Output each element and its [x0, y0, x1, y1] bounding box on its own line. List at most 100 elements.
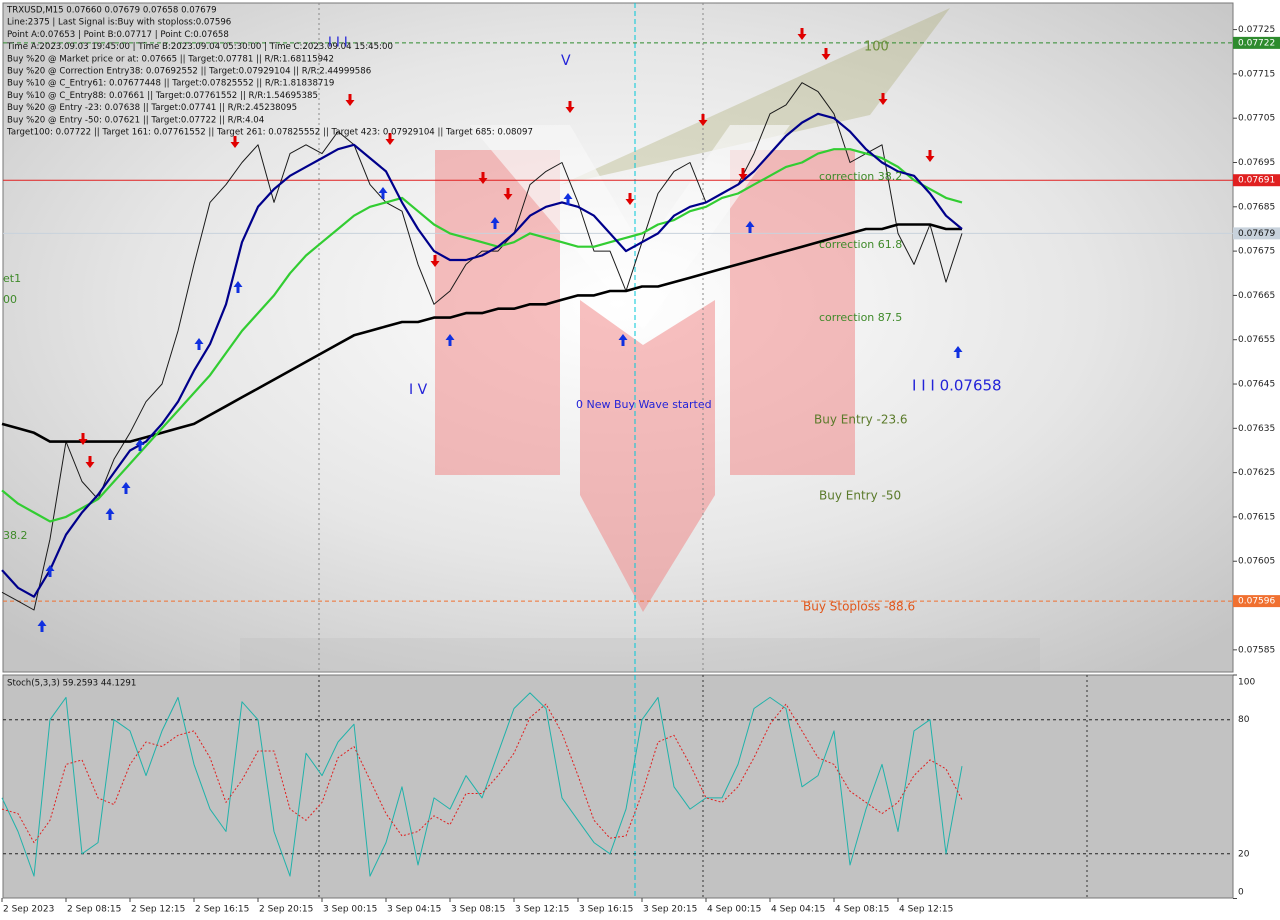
sell-arrow	[478, 172, 488, 184]
logo	[240, 8, 1040, 672]
annotation: Buy Entry -50	[819, 489, 901, 503]
info-line: Buy %20 @ Entry -50: 0.07621 || Target:0…	[7, 115, 264, 125]
info-line: Time A:2023.09.03 19:45:00 | Time B:2023…	[6, 42, 393, 52]
x-tick-label: 2 Sep 20:15	[259, 905, 313, 915]
moving-average	[1, 223, 962, 443]
y-tick-label: 0.07645	[1238, 380, 1275, 390]
y-tick-label: 0.07715	[1238, 69, 1275, 79]
y-tick-label: 0.07655	[1238, 335, 1275, 345]
buy-arrow	[378, 187, 388, 199]
sell-arrow	[797, 28, 807, 40]
y-tick-label: 0.07585	[1238, 645, 1275, 655]
buy-arrow	[490, 217, 500, 229]
info-line: Buy %20 @ Entry -23: 0.07638 || Target:0…	[7, 103, 297, 113]
annotation: correction 38.2	[819, 170, 902, 183]
buy-arrow	[45, 565, 55, 577]
level-label: 0.07722	[1238, 38, 1275, 48]
y-tick-label: 0	[1238, 888, 1244, 898]
sell-arrow	[565, 101, 575, 113]
logo-triangle	[560, 8, 950, 185]
sell-arrow	[878, 93, 888, 105]
info-line: Target100: 0.07722 || Target 161: 0.0776…	[6, 128, 533, 138]
sell-arrow	[925, 150, 935, 162]
y-tick-label: 0.07665	[1238, 291, 1275, 301]
y-tick-label: 0.07635	[1238, 424, 1275, 434]
info-line: Point A:0.07653 | Point B:0.07717 | Poin…	[7, 30, 229, 40]
buy-arrow	[445, 334, 455, 346]
y-tick-label: 0.07705	[1238, 114, 1275, 124]
y-tick-label: 0.07675	[1238, 247, 1275, 257]
y-tick-label: 20	[1238, 849, 1250, 859]
sell-arrow	[430, 255, 440, 267]
price-line	[1, 82, 963, 611]
level-box	[1233, 36, 1280, 49]
info-line: TRXUSD,M15 0.07660 0.07679 0.07658 0.076…	[6, 6, 217, 16]
sell-arrow	[385, 133, 395, 145]
buy-arrow	[105, 508, 115, 520]
annotation: 00	[3, 293, 17, 306]
sell-arrow	[85, 456, 95, 468]
x-tick-label: 4 Sep 00:15	[707, 905, 761, 915]
logo-chevron	[580, 300, 715, 612]
y-tick-label: 0.07605	[1238, 557, 1275, 567]
annotation: correction 61.8	[819, 238, 902, 251]
buy-arrow	[563, 193, 573, 205]
sell-arrow	[230, 136, 240, 148]
y-tick-label: 100	[1238, 678, 1255, 688]
buy-arrow	[194, 338, 204, 350]
level-label: 0.07691	[1238, 176, 1275, 186]
info-line: Line:2375 | Last Signal is:Buy with stop…	[7, 18, 231, 28]
moving-average	[1, 148, 963, 523]
sell-arrow	[503, 188, 513, 200]
x-tick-label: 3 Sep 12:15	[515, 905, 569, 915]
annotation: 0 New Buy Wave started	[576, 398, 712, 411]
x-tick-label: 2 Sep 16:15	[195, 905, 249, 915]
stoch-line	[1, 703, 963, 844]
x-tick-label: 4 Sep 08:15	[835, 905, 889, 915]
y-tick-label: 80	[1238, 715, 1250, 725]
x-tick-label: 3 Sep 16:15	[579, 905, 633, 915]
sell-arrow	[821, 48, 831, 60]
moving-average	[1, 112, 963, 598]
buy-arrow	[745, 221, 755, 233]
info-line: Buy %10 @ C_Entry61: 0.07677448 || Targe…	[7, 79, 334, 89]
level-box	[1233, 595, 1280, 608]
y-tick-label: 0.07695	[1238, 158, 1275, 168]
y-tick-label: 0.07725	[1238, 25, 1275, 35]
stoch-panel	[2, 674, 1234, 899]
x-tick-label: 2 Sep 2023	[3, 905, 54, 915]
annotation: et1	[3, 272, 21, 285]
buy-arrow	[953, 346, 963, 358]
stoch-line	[1, 692, 963, 877]
x-tick-label: 2 Sep 12:15	[131, 905, 185, 915]
buy-arrow	[618, 334, 628, 346]
x-tick-label: 4 Sep 04:15	[771, 905, 825, 915]
x-tick-label: 4 Sep 12:15	[899, 905, 953, 915]
y-tick-label: 0.07615	[1238, 512, 1275, 522]
annotation: correction 87.5	[819, 311, 902, 324]
sell-arrow	[78, 433, 88, 445]
stoch-title: Stoch(5,3,3) 59.2593 44.1291	[7, 679, 136, 689]
sell-arrow	[698, 114, 708, 126]
annotation: V	[561, 53, 571, 69]
buy-arrow	[135, 439, 145, 451]
logo-bar	[435, 150, 560, 475]
watermark-band	[240, 638, 1040, 672]
x-tick-label: 3 Sep 00:15	[323, 905, 377, 915]
sell-arrow	[625, 193, 635, 205]
annotation: Buy Entry -23.6	[814, 413, 908, 427]
annotation: Buy Stoploss -88.6	[803, 600, 915, 614]
sell-arrow	[738, 168, 748, 180]
level-label: 0.07596	[1238, 597, 1275, 607]
x-tick-label: 2 Sep 08:15	[67, 905, 121, 915]
buy-arrow	[233, 281, 243, 293]
logo-bar	[730, 150, 855, 475]
y-tick-label: 0.07685	[1238, 202, 1275, 212]
logo-chevron-top	[470, 125, 790, 330]
x-tick-label: 3 Sep 08:15	[451, 905, 505, 915]
buy-arrow	[37, 620, 47, 632]
plot-layer: 0.07725 0.07715 0.07705 0.07695 0.07685 0.076…	[1, 6, 1280, 915]
annotation: I I I 0.07658	[912, 377, 1002, 395]
info-line: Buy %20 @ Market price or at: 0.07665 ||…	[7, 54, 334, 64]
